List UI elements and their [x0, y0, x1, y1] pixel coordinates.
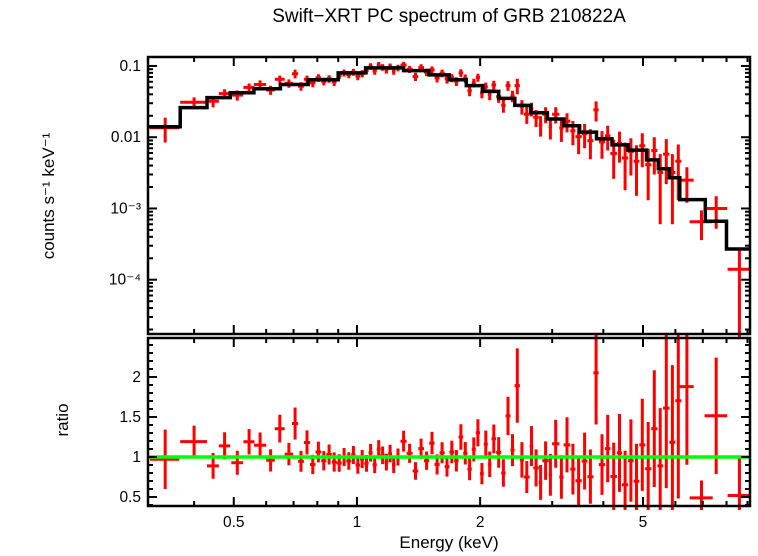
x-tick-label: 1 [353, 514, 362, 531]
plot-title: Swift−XRT PC spectrum of GRB 210822A [272, 6, 626, 27]
tick-labels: 0.5 1 2 5 0.1 0.01 10⁻³ 10⁻⁴ 0.5 1 1.5 2 [109, 58, 647, 531]
ratio-tick-label: 1.5 [119, 409, 141, 426]
spectrum-data-points [149, 61, 751, 339]
top-panel-frame [146, 55, 752, 336]
x-tick-label: 0.5 [223, 514, 245, 531]
bottom-panel-frame [146, 336, 752, 508]
counts-tick-label: 0.01 [111, 129, 141, 146]
ratio-tick-label: 1 [132, 449, 141, 466]
counts-tick-label: 10⁻⁴ [109, 272, 141, 289]
x-tick-label: 2 [476, 514, 485, 531]
ratio-data-points [149, 333, 751, 510]
x-tick-label: 5 [639, 514, 648, 531]
x-axis-label-energy: Energy (keV) [399, 533, 499, 552]
counts-tick-label: 10⁻³ [110, 200, 141, 217]
counts-tick-label: 0.1 [119, 58, 141, 75]
model-step-curve [147, 66, 750, 251]
ratio-tick-label: 2 [132, 369, 141, 386]
ratio-tick-label: 0.5 [119, 489, 141, 506]
